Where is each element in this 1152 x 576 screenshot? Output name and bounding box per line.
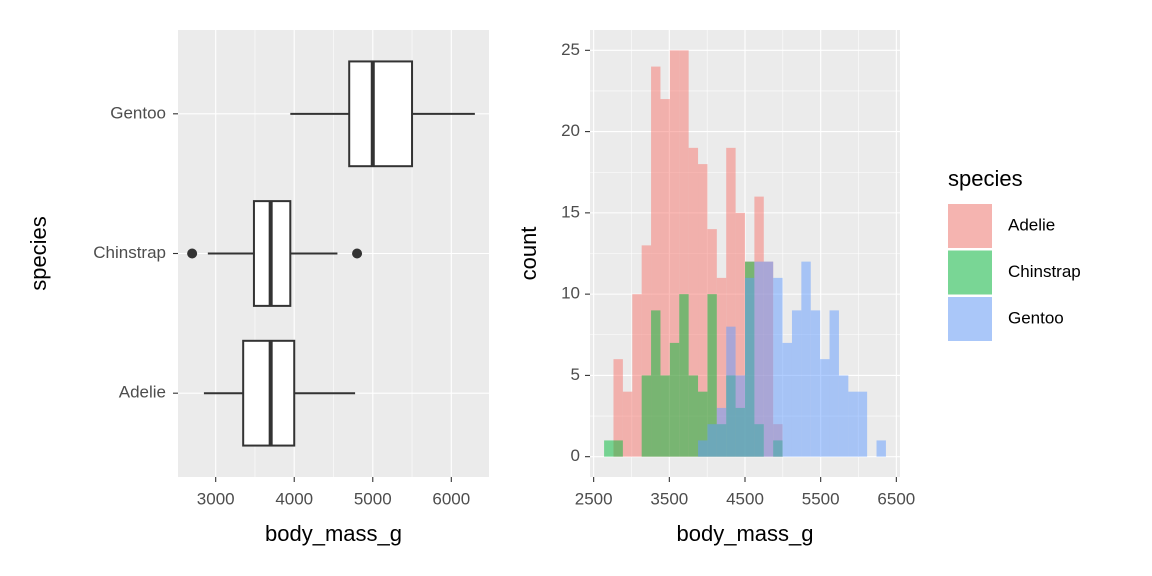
legend-title: species	[948, 166, 1023, 191]
histogram-bar	[707, 294, 717, 457]
x-tick-label: 5500	[802, 489, 840, 508]
histogram-bar	[848, 391, 858, 457]
y-tick-label: Adelie	[119, 383, 166, 402]
legend-label: Chinstrap	[1008, 262, 1081, 281]
histogram-bar	[876, 440, 886, 457]
histogram-bar	[763, 261, 774, 457]
histogram-bar	[698, 391, 708, 457]
histogram-bar	[707, 424, 717, 457]
histogram-bar	[735, 212, 745, 457]
x-tick-label: 6500	[877, 489, 915, 508]
histogram-bar	[698, 440, 708, 457]
histogram-bar	[651, 310, 661, 457]
x-axis-title: body_mass_g	[677, 521, 814, 546]
x-tick-label: 5000	[354, 489, 392, 508]
histogram-bar	[829, 310, 839, 457]
x-axis-title: body_mass_g	[265, 521, 402, 546]
histogram-bar	[613, 359, 623, 457]
histogram-bar	[632, 294, 642, 457]
histogram-bar	[613, 440, 623, 457]
y-tick-label: 5	[571, 365, 580, 384]
histogram-bar	[716, 407, 727, 457]
histogram-bar	[857, 391, 868, 457]
y-tick-label: 15	[561, 202, 580, 221]
legend-key	[948, 250, 992, 295]
y-axis-title: species	[26, 216, 51, 291]
histogram-bar	[820, 359, 830, 457]
histogram-bar	[622, 391, 633, 457]
histogram-bar	[735, 375, 745, 457]
histogram-bar	[641, 245, 652, 457]
y-axis-title: count	[516, 227, 541, 281]
x-tick-label: 6000	[432, 489, 470, 508]
histogram-bar	[838, 375, 849, 457]
y-tick-label: 0	[571, 446, 580, 465]
histogram-bar	[782, 342, 792, 457]
histogram-bar	[726, 147, 736, 457]
y-tick-label: Chinstrap	[93, 243, 166, 262]
legend-label: Adelie	[1008, 215, 1055, 234]
histogram-bar	[726, 326, 736, 457]
histogram-bar	[810, 310, 821, 457]
histogram-bar	[669, 50, 680, 457]
outlier	[352, 248, 363, 259]
histogram-bar	[801, 261, 811, 457]
histogram-bar	[773, 277, 783, 457]
histogram-bar	[745, 277, 755, 457]
y-tick-label: Gentoo	[110, 103, 166, 122]
outlier	[187, 248, 198, 259]
histogram-bar	[660, 375, 670, 457]
y-tick-label: 20	[561, 121, 580, 140]
histogram-bar	[688, 375, 699, 457]
histogram-bar	[679, 50, 689, 457]
histogram-bar	[641, 375, 652, 457]
x-tick-label: 3000	[197, 489, 235, 508]
x-tick-label: 3500	[650, 489, 688, 508]
y-tick-label: 25	[561, 40, 580, 59]
histogram-bar	[698, 164, 708, 457]
histogram-bar	[688, 147, 699, 457]
histogram-bar	[651, 66, 661, 457]
box	[348, 60, 414, 168]
histogram-bar	[660, 99, 670, 457]
legend-key	[948, 204, 992, 248]
legend-label: Gentoo	[1008, 308, 1064, 327]
legend-key	[948, 297, 992, 341]
histogram-bar	[791, 310, 802, 457]
histogram-bar	[679, 294, 689, 457]
x-tick-label: 4500	[726, 489, 764, 508]
histogram-bar	[754, 261, 764, 457]
histogram-bar	[669, 342, 680, 457]
histogram-bar	[716, 277, 727, 457]
x-tick-label: 2500	[575, 489, 613, 508]
histogram-bar	[604, 440, 614, 457]
x-tick-label: 4000	[275, 489, 313, 508]
y-tick-label: 10	[561, 284, 580, 303]
